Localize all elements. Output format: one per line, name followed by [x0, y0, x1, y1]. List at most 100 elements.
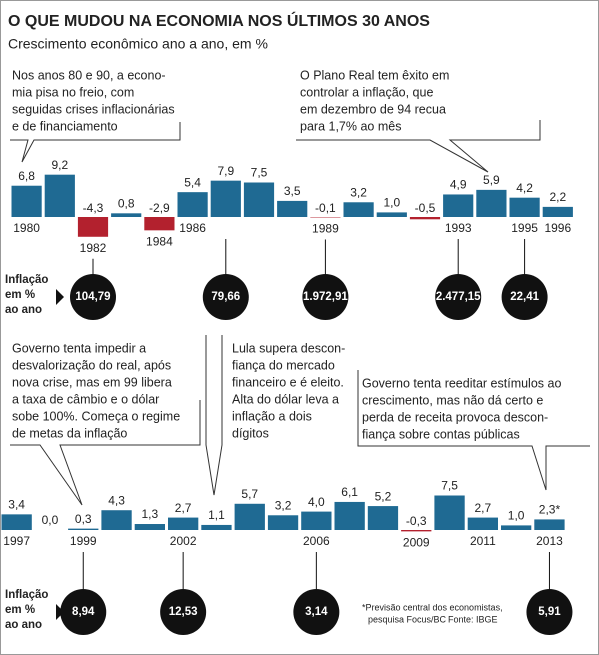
annotation: de metas da inflação [12, 426, 127, 440]
inflation-value: 104,79 [75, 291, 110, 303]
bar [509, 197, 540, 217]
year-label: 1984 [146, 235, 173, 249]
bar [476, 189, 507, 217]
value-label: 9,2 [51, 158, 68, 172]
value-label: 5,9 [483, 173, 500, 187]
annotation: seguidas crises inflacionárias [12, 102, 175, 116]
inflation-label: em % [5, 604, 35, 616]
inflation-circle [302, 274, 349, 320]
bar [277, 200, 308, 217]
annotation: para 1,7% ao mês [300, 119, 401, 133]
inflation-value: 22,41 [510, 291, 539, 303]
year-label: 1989 [312, 222, 339, 236]
value-label: 2,7 [175, 501, 192, 515]
bar [343, 202, 374, 217]
year-label: 2009 [403, 536, 430, 550]
inflation-value: 1.972,91 [303, 291, 348, 303]
annotation: Lula supera descon- [232, 341, 345, 355]
value-label: 0,0 [42, 513, 59, 527]
year-label: 1993 [445, 221, 472, 235]
year-label: 2011 [470, 534, 496, 548]
value-label: -0,1 [315, 201, 336, 215]
annotation: Nos anos 80 e 90, a econo- [12, 68, 166, 82]
bar [77, 217, 109, 237]
bar [367, 506, 399, 530]
inflation-value: 2.477,15 [436, 291, 481, 303]
year-label: 2002 [170, 534, 197, 548]
inflation-circle [526, 589, 573, 635]
bar [168, 517, 199, 530]
footnote: *Previsão central dos economistas, [362, 602, 503, 612]
pointer [10, 400, 201, 506]
bar [301, 511, 332, 530]
bar [101, 510, 132, 530]
year-label: 1997 [3, 534, 30, 548]
annotation: dígitos [232, 426, 269, 440]
year-label: 1986 [179, 221, 206, 235]
bar [542, 206, 573, 217]
inflation-circle [293, 589, 340, 635]
value-label: 0,8 [118, 196, 135, 210]
bar [44, 174, 75, 217]
annotation: mia pisa no freio, com [12, 85, 134, 99]
annotation: fiança do mercado [232, 358, 335, 372]
inflation-value: 3,14 [305, 606, 328, 618]
value-label: 4,0 [308, 495, 325, 509]
bar [210, 180, 241, 217]
bar [68, 528, 99, 530]
value-label: 1,3 [142, 507, 159, 521]
value-label: -2,9 [149, 201, 170, 215]
pointer [205, 335, 223, 496]
value-label: 3,2 [275, 498, 292, 512]
subtitle: Crescimento econômico ano a ano, em % [8, 36, 268, 52]
annotation: a taxa de câmbio e o dólar [12, 392, 159, 406]
annotation: Governo tenta impedir a [12, 341, 146, 355]
source: Fonte: IBGE [448, 614, 498, 624]
inflation-circle [435, 274, 482, 320]
bar [443, 194, 474, 217]
value-label: 3,2 [350, 185, 367, 199]
inflation-label: Inflação [5, 274, 48, 286]
bar [409, 217, 441, 220]
annotation: inflação a dois [232, 409, 312, 423]
value-label: 1,1 [208, 508, 225, 522]
annotation: Alta do dólar leva a [232, 392, 339, 406]
inflation-label: ao ano [5, 304, 42, 316]
inflation-circle [202, 274, 249, 320]
bar [334, 501, 365, 530]
inflation-label: em % [5, 289, 35, 301]
bar [401, 530, 432, 532]
value-label: 7,5 [251, 166, 268, 180]
value-label: 5,2 [375, 489, 392, 503]
inflation-label: Inflação [5, 589, 48, 601]
bar [134, 524, 165, 530]
inflation-value: 79,66 [211, 291, 240, 303]
annotation: fiança sobre contas públicas [362, 427, 520, 441]
value-label: 4,9 [450, 178, 467, 192]
value-label: -4,3 [83, 201, 104, 215]
arrow [56, 289, 64, 305]
value-label: 2,2 [549, 190, 566, 204]
value-label: 3,5 [284, 184, 301, 198]
annotation: financeiro e é eleito. [232, 375, 344, 389]
annotation: perda de receita provoca descon- [362, 410, 548, 424]
annotation: O Plano Real tem êxito em [300, 68, 449, 82]
inflation-circle [501, 274, 548, 320]
bar [467, 517, 498, 530]
bar [243, 182, 275, 217]
annotation: controlar a inflação, que [300, 85, 433, 99]
annotation: desvalorização do real, após [12, 358, 171, 372]
value-label: -0,3 [406, 514, 427, 528]
value-label: 7,9 [217, 164, 234, 178]
year-label: 2006 [303, 534, 330, 548]
annotation: nova crise, mas em 99 libera [12, 375, 172, 389]
bar [201, 524, 232, 530]
value-label: 1,0 [383, 196, 400, 210]
annotations: Nos anos 80 e 90, a econo- mia pisa no f… [10, 68, 590, 506]
value-label: 3,4 [8, 498, 25, 512]
pointer [357, 370, 590, 491]
inflation-circle [60, 589, 107, 635]
value-label: -0,5 [415, 201, 436, 215]
bar [11, 185, 42, 217]
